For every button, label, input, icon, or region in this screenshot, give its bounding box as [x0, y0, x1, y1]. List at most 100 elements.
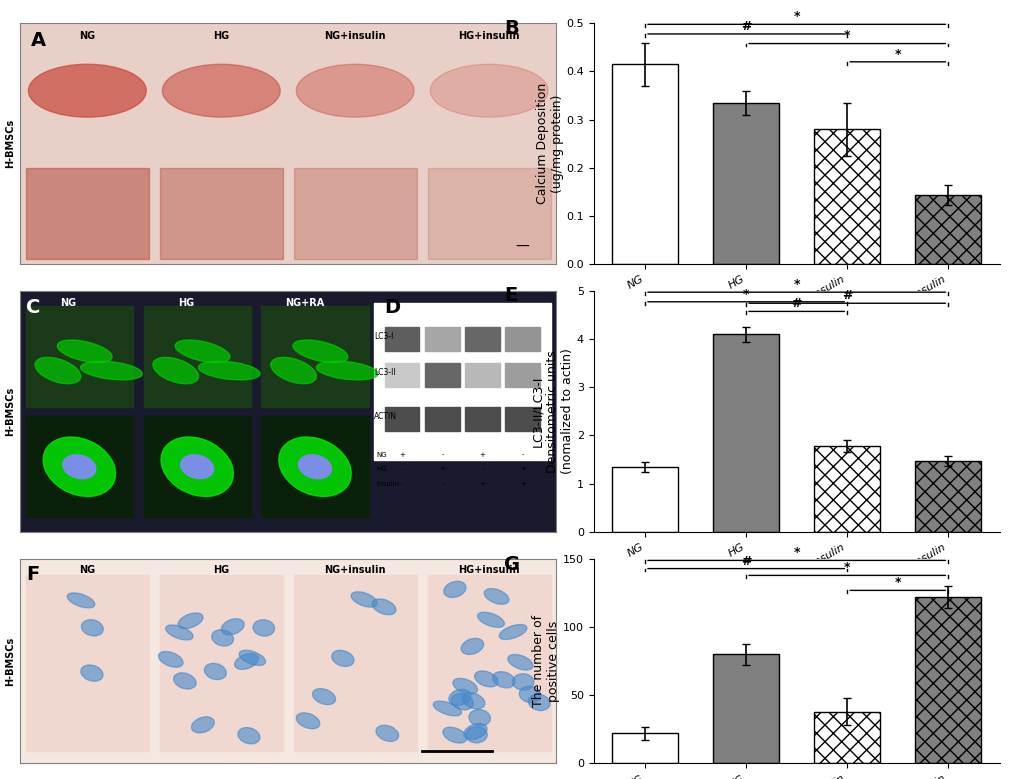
Text: -: - [441, 452, 443, 458]
Ellipse shape [192, 717, 214, 733]
Ellipse shape [316, 361, 378, 380]
Text: NG+insulin: NG+insulin [324, 566, 385, 575]
Text: *: * [793, 10, 799, 23]
Text: -: - [521, 452, 524, 458]
Bar [813, 712, 879, 763]
Ellipse shape [221, 619, 244, 635]
Bar [425, 363, 460, 387]
Bar [504, 363, 539, 387]
Bar [293, 576, 417, 751]
Text: D: D [384, 298, 400, 317]
Text: -: - [400, 481, 404, 487]
Bar [293, 167, 417, 259]
Bar [261, 305, 368, 407]
Ellipse shape [299, 455, 331, 478]
Ellipse shape [81, 665, 103, 681]
Bar [25, 305, 132, 407]
Ellipse shape [153, 358, 199, 384]
Circle shape [29, 64, 146, 117]
Bar [813, 446, 879, 531]
Circle shape [296, 64, 414, 117]
Text: +: + [479, 452, 485, 458]
Ellipse shape [519, 686, 540, 703]
Bar [915, 461, 980, 531]
Bar [25, 167, 149, 259]
Ellipse shape [474, 671, 497, 687]
Ellipse shape [484, 589, 508, 605]
Bar [611, 734, 678, 763]
Text: —: — [515, 240, 529, 254]
Text: NG+RA: NG+RA [284, 298, 324, 308]
Ellipse shape [528, 694, 549, 710]
Ellipse shape [492, 671, 515, 688]
Text: #: # [791, 298, 801, 310]
Ellipse shape [507, 654, 533, 670]
Text: E: E [504, 287, 518, 305]
Ellipse shape [278, 437, 351, 496]
Bar [160, 576, 282, 751]
Ellipse shape [82, 619, 103, 636]
Bar [611, 64, 678, 264]
Ellipse shape [462, 693, 484, 709]
Bar [611, 467, 678, 531]
Bar [504, 407, 539, 431]
Text: LC3-II: LC3-II [374, 368, 395, 378]
Circle shape [430, 64, 547, 117]
Text: Insulin: Insulin [376, 481, 399, 487]
Text: B: B [504, 19, 519, 37]
Ellipse shape [351, 592, 377, 607]
Text: HG: HG [178, 298, 195, 308]
Bar [160, 167, 282, 259]
Ellipse shape [464, 724, 487, 739]
Ellipse shape [63, 455, 96, 478]
Text: NG: NG [60, 298, 76, 308]
Bar [384, 363, 419, 387]
Bar [427, 576, 550, 751]
Ellipse shape [234, 654, 258, 669]
Bar [813, 129, 879, 264]
Text: HG: HG [376, 466, 387, 472]
Text: LC3-I: LC3-I [374, 333, 393, 341]
Bar [425, 327, 460, 351]
Ellipse shape [212, 629, 233, 646]
Text: *: * [793, 546, 799, 559]
Text: #: # [841, 289, 852, 302]
Text: C: C [25, 298, 40, 317]
Text: H-BMSCs: H-BMSCs [5, 387, 15, 436]
Ellipse shape [331, 650, 354, 667]
Ellipse shape [312, 689, 335, 705]
Ellipse shape [376, 725, 398, 742]
Ellipse shape [238, 650, 265, 665]
Text: F: F [25, 566, 39, 584]
Ellipse shape [466, 727, 487, 743]
Ellipse shape [498, 625, 527, 640]
Text: *: * [742, 287, 749, 301]
Bar [384, 407, 419, 431]
Ellipse shape [442, 728, 467, 743]
Ellipse shape [175, 340, 229, 362]
Ellipse shape [443, 581, 466, 597]
Text: #: # [740, 555, 751, 568]
Bar [425, 407, 460, 431]
Text: NG: NG [79, 566, 96, 575]
Bar [374, 303, 550, 460]
Bar [144, 305, 251, 407]
Text: +: + [479, 481, 485, 487]
Text: HG+insulin: HG+insulin [458, 566, 520, 575]
Bar [712, 103, 779, 264]
Ellipse shape [253, 620, 274, 636]
Bar [465, 407, 499, 431]
Ellipse shape [165, 625, 193, 640]
Ellipse shape [292, 340, 347, 362]
Ellipse shape [173, 673, 196, 689]
Text: NG: NG [376, 452, 387, 458]
Ellipse shape [452, 679, 477, 694]
Ellipse shape [204, 664, 226, 679]
Bar [25, 416, 132, 517]
Ellipse shape [161, 437, 233, 496]
Ellipse shape [296, 713, 320, 728]
Ellipse shape [512, 674, 533, 690]
Text: NG+insulin: NG+insulin [324, 30, 385, 41]
Circle shape [162, 64, 280, 117]
Bar [712, 654, 779, 763]
